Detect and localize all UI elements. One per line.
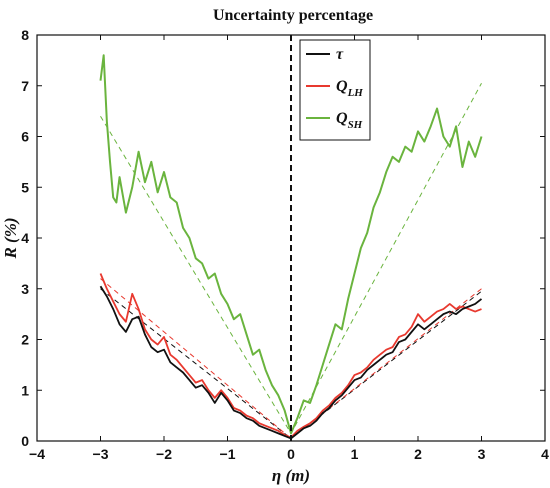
series-line — [99, 54, 483, 435]
y-tick-label: 8 — [21, 27, 29, 43]
x-tick-label: −1 — [220, 446, 236, 462]
fit-line — [100, 278, 482, 440]
x-tick-label: 1 — [351, 446, 359, 462]
legend-label: τ — [336, 46, 344, 63]
x-tick-label: 3 — [478, 446, 486, 462]
x-tick-label: 4 — [541, 446, 549, 462]
y-tick-label: 0 — [21, 433, 29, 449]
x-tick-label: −4 — [29, 446, 45, 462]
x-tick-label: −2 — [156, 446, 172, 462]
legend-box — [299, 39, 371, 141]
x-tick-label: −3 — [93, 446, 109, 462]
y-axis-label: R (%) — [1, 217, 20, 259]
x-tick-label: 0 — [287, 446, 295, 462]
x-tick-label: 2 — [414, 446, 422, 462]
y-tick-label: 3 — [21, 281, 29, 297]
y-tick-label: 7 — [21, 78, 29, 94]
y-tick-label: 4 — [21, 230, 29, 246]
y-tick-label: 6 — [21, 129, 29, 145]
ticks-layer: −4 −3 −2 −1 0 1 2 3 4 0 1 2 3 4 5 6 7 8 — [21, 27, 549, 462]
y-tick-label: 5 — [21, 179, 29, 195]
x-axis-label: η (m) — [272, 466, 310, 485]
y-tick-label: 1 — [21, 382, 29, 398]
chart-title: Uncertainty percentage — [213, 7, 373, 24]
y-tick-label: 2 — [21, 332, 29, 348]
